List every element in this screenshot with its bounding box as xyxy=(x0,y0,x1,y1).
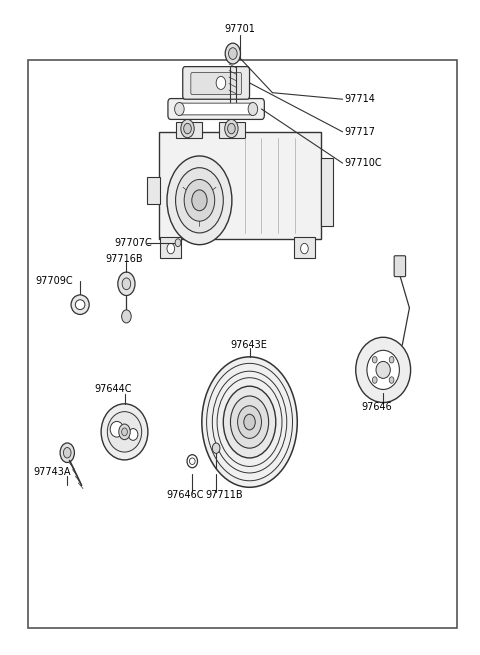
Text: 97646C: 97646C xyxy=(166,490,204,500)
FancyBboxPatch shape xyxy=(218,122,245,138)
FancyBboxPatch shape xyxy=(168,98,264,119)
Circle shape xyxy=(63,447,71,458)
Circle shape xyxy=(212,443,220,453)
Circle shape xyxy=(225,43,240,64)
Circle shape xyxy=(238,405,262,438)
Text: 97717: 97717 xyxy=(344,127,375,137)
Circle shape xyxy=(167,244,175,253)
Ellipse shape xyxy=(101,404,148,460)
Text: 97710C: 97710C xyxy=(344,158,382,168)
Circle shape xyxy=(176,168,223,233)
Ellipse shape xyxy=(110,421,123,437)
Circle shape xyxy=(121,428,127,436)
FancyBboxPatch shape xyxy=(394,255,406,276)
Circle shape xyxy=(228,123,235,134)
Circle shape xyxy=(184,179,215,221)
Circle shape xyxy=(192,190,207,211)
Circle shape xyxy=(372,377,377,383)
Circle shape xyxy=(167,156,232,245)
Circle shape xyxy=(202,357,297,487)
Circle shape xyxy=(184,123,192,134)
Text: 97743A: 97743A xyxy=(34,467,72,477)
Circle shape xyxy=(389,377,394,383)
Text: 97644C: 97644C xyxy=(95,384,132,394)
Circle shape xyxy=(223,386,276,458)
Circle shape xyxy=(175,239,181,247)
Circle shape xyxy=(389,356,394,363)
Ellipse shape xyxy=(356,337,410,403)
Bar xyxy=(147,178,160,204)
Circle shape xyxy=(175,102,184,115)
Ellipse shape xyxy=(108,411,142,452)
Bar xyxy=(294,237,315,257)
Bar xyxy=(28,60,457,627)
Ellipse shape xyxy=(367,350,399,390)
Ellipse shape xyxy=(75,300,85,310)
Ellipse shape xyxy=(376,362,390,379)
Text: 97711B: 97711B xyxy=(205,490,243,500)
Ellipse shape xyxy=(128,428,138,440)
Circle shape xyxy=(244,414,255,430)
Text: 97714: 97714 xyxy=(344,94,375,104)
Circle shape xyxy=(118,272,135,295)
Ellipse shape xyxy=(190,458,195,464)
Circle shape xyxy=(60,443,74,462)
Ellipse shape xyxy=(71,295,89,314)
Circle shape xyxy=(121,310,131,323)
FancyBboxPatch shape xyxy=(159,132,321,240)
Circle shape xyxy=(181,119,194,138)
Bar xyxy=(160,237,181,257)
Circle shape xyxy=(372,356,377,363)
Text: 97643E: 97643E xyxy=(230,340,267,350)
FancyBboxPatch shape xyxy=(183,67,250,99)
Circle shape xyxy=(300,244,308,253)
FancyBboxPatch shape xyxy=(191,73,241,95)
Circle shape xyxy=(230,396,269,448)
Bar xyxy=(321,158,333,227)
Text: 97709C: 97709C xyxy=(36,276,73,286)
Text: 97716B: 97716B xyxy=(106,254,143,264)
Circle shape xyxy=(119,424,130,440)
Text: 97646: 97646 xyxy=(362,402,393,412)
Text: 97701: 97701 xyxy=(225,24,255,34)
Circle shape xyxy=(122,278,131,290)
Text: 97707C: 97707C xyxy=(115,238,152,248)
FancyBboxPatch shape xyxy=(176,122,202,138)
Circle shape xyxy=(248,102,258,115)
FancyBboxPatch shape xyxy=(179,103,254,115)
Circle shape xyxy=(216,77,226,90)
Circle shape xyxy=(228,48,237,60)
Circle shape xyxy=(225,119,238,138)
